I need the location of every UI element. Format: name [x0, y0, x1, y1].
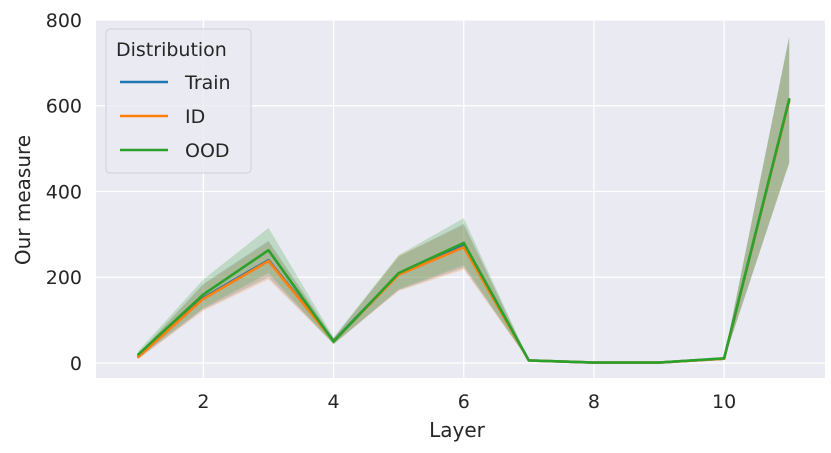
- legend: Distribution Train ID OOD: [105, 28, 252, 174]
- x-tick-label: 8: [588, 391, 600, 413]
- legend-items: Train ID OOD: [120, 72, 231, 162]
- y-tick-label: 600: [46, 96, 82, 118]
- x-axis-label: Layer: [429, 418, 486, 442]
- y-tick-label: 400: [46, 181, 82, 203]
- y-tick-labels: 0 200 400 600 800: [46, 10, 82, 375]
- y-tick-label: 200: [46, 267, 82, 289]
- x-tick-label: 4: [328, 391, 340, 413]
- x-tick-label: 2: [197, 391, 209, 413]
- x-tick-labels: 2 4 6 8 10: [197, 391, 736, 413]
- x-tick-label: 6: [458, 391, 470, 413]
- legend-label-train: Train: [184, 72, 231, 94]
- legend-box: [105, 28, 252, 174]
- y-tick-label: 0: [70, 353, 82, 375]
- series-line-ood: [137, 98, 791, 364]
- y-tick-label: 800: [46, 10, 82, 32]
- legend-label-id: ID: [185, 106, 205, 128]
- legend-label-ood: OOD: [185, 140, 230, 162]
- legend-title: Distribution: [116, 39, 227, 61]
- x-tick-label: 10: [712, 391, 736, 413]
- series-lines: [137, 98, 791, 364]
- y-axis-label: Our measure: [11, 135, 35, 265]
